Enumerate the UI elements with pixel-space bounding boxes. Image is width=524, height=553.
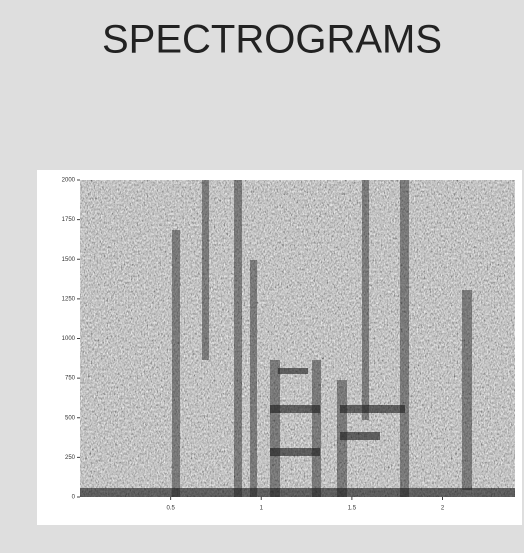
y-tick-label: 500 — [65, 415, 76, 421]
y-tick-label: 1000 — [62, 336, 76, 342]
y-tick-label: 750 — [65, 376, 76, 382]
screenshot: SPECTROGRAMS 025050075010001250150017502… — [0, 0, 524, 553]
y-tick-label: 1750 — [62, 217, 76, 223]
spectrogram-image — [80, 180, 515, 497]
y-tick-label: 2000 — [62, 178, 76, 184]
y-tick-label: 250 — [65, 455, 76, 461]
y-tick-label: 1250 — [62, 296, 76, 302]
page: SPECTROGRAMS 025050075010001250150017502… — [0, 0, 524, 553]
y-tick-label: 1500 — [62, 257, 76, 263]
chart-title: SPECTROGRAMS — [102, 18, 442, 62]
x-tick-label: 0.5 — [166, 506, 175, 512]
x-tick-label: 1.5 — [348, 506, 357, 512]
